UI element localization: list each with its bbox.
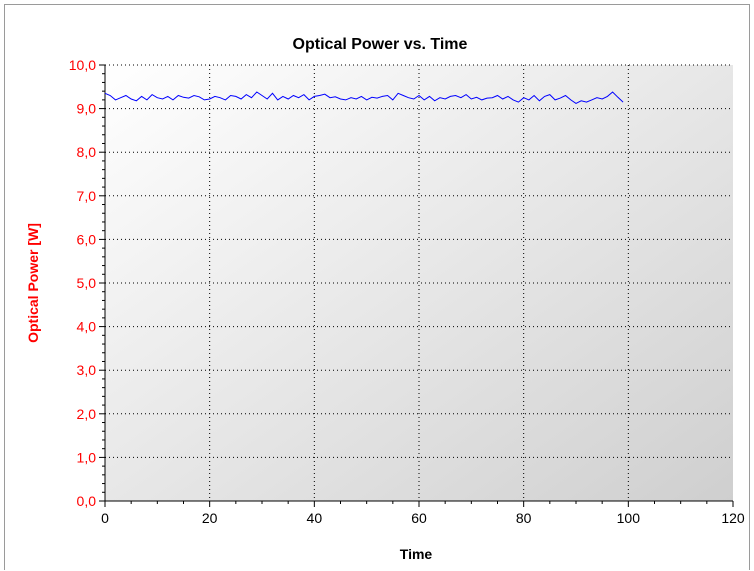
x-axis-label: Time (400, 546, 433, 562)
x-tick-label: 20 (202, 510, 218, 526)
y-tick-label: 0,0 (77, 493, 97, 509)
y-tick-label: 2,0 (77, 406, 97, 422)
y-tick-label: 4,0 (77, 319, 97, 335)
axes (99, 64, 734, 507)
y-tick-label: 9,0 (77, 101, 97, 117)
x-tick-label: 100 (617, 510, 641, 526)
x-tick-label: 60 (411, 510, 427, 526)
y-tick-label: 3,0 (77, 362, 97, 378)
plot-area (105, 65, 733, 501)
y-tick-label: 6,0 (77, 231, 97, 247)
tick-labels: 0,0 1,0 2,0 3,0 4,0 5,0 6,0 7,0 8,0 9,0 10,0 0 20 40 6… (69, 57, 745, 526)
series-group (104, 91, 624, 104)
y-tick-label: 1,0 (77, 449, 97, 465)
x-tick-label: 0 (101, 510, 109, 526)
series-line (104, 91, 624, 104)
y-tick-label: 5,0 (77, 275, 97, 291)
x-tick-label: 120 (721, 510, 745, 526)
line-chart: 0,0 1,0 2,0 3,0 4,0 5,0 6,0 7,0 8,0 9,0 10,0 0 20 40 6… (25, 36, 745, 562)
y-tick-label: 10,0 (69, 57, 96, 73)
x-tick-label: 40 (307, 510, 323, 526)
y-tick-label: 7,0 (77, 188, 97, 204)
y-axis-label: Optical Power [W] (25, 223, 41, 343)
grid-lines (105, 64, 733, 501)
y-tick-label: 8,0 (77, 144, 97, 160)
chart-frame: 0,0 1,0 2,0 3,0 4,0 5,0 6,0 7,0 8,0 9,0 10,0 0 20 40 6… (4, 4, 750, 570)
x-tick-label: 80 (516, 510, 532, 526)
chart-title: Optical Power vs. Time (293, 36, 468, 53)
